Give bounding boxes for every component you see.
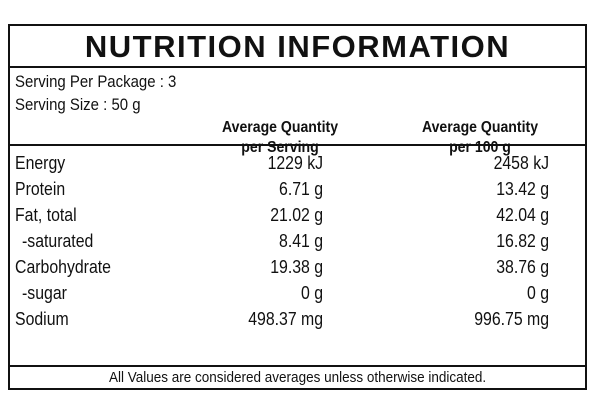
- per-100g-value: 16.82 g: [496, 231, 549, 251]
- nutrient-name: Energy: [15, 153, 66, 173]
- column-header-per-100g-line1: Average Quantity: [421, 119, 539, 136]
- per-100g-value: 2458 kJ: [493, 153, 549, 173]
- panel-title: NUTRITION INFORMATION: [10, 26, 585, 68]
- per-100g-value: 13.42 g: [496, 179, 549, 199]
- column-header-per-serving-line1: Average Quantity: [221, 119, 339, 136]
- serving-size: Serving Size : 50 g: [15, 95, 141, 114]
- nutrient-rows: Energy 1229 kJ 2458 kJ Protein 6.71 g 13…: [10, 146, 585, 367]
- per-100g-value: 42.04 g: [496, 205, 549, 225]
- column-header-per-100g: Average Quantity per 100 g: [401, 118, 559, 158]
- per-100g-value: 38.76 g: [496, 257, 549, 277]
- per-100g-value: 996.75 mg: [474, 309, 549, 329]
- nutrient-name: -saturated: [22, 231, 94, 251]
- per-serving-value: 1229 kJ: [267, 153, 323, 173]
- per-100g-value: 0 g: [526, 283, 549, 303]
- per-serving-value: 0 g: [300, 283, 323, 303]
- nutrient-name: Sodium: [15, 309, 69, 329]
- nutrient-name: Fat, total: [15, 205, 77, 225]
- nutrient-name: Protein: [15, 179, 66, 199]
- per-serving-value: 498.37 mg: [248, 309, 323, 329]
- nutrient-row-saturated: -saturated 8.41 g 16.82 g: [10, 228, 585, 254]
- nutrient-row-protein: Protein 6.71 g 13.42 g: [10, 176, 585, 202]
- per-serving-value: 19.38 g: [270, 257, 323, 277]
- column-header-per-serving: Average Quantity per Serving: [201, 118, 359, 158]
- nutrient-row-energy: Energy 1229 kJ 2458 kJ: [10, 150, 585, 176]
- servings-per-package: Serving Per Package : 3: [15, 72, 177, 91]
- per-serving-value: 21.02 g: [270, 205, 323, 225]
- column-header-per-serving-line2: per Serving: [241, 139, 319, 156]
- nutrient-row-carbohydrate: Carbohydrate 19.38 g 38.76 g: [10, 254, 585, 280]
- per-serving-value: 8.41 g: [278, 231, 323, 251]
- footnote: All Values are considered averages unles…: [10, 367, 585, 388]
- nutrition-panel: NUTRITION INFORMATION Serving Per Packag…: [8, 24, 587, 390]
- column-header-per-100g-line2: per 100 g: [449, 139, 511, 156]
- serving-section: Serving Per Package : 3 Serving Size : 5…: [10, 68, 585, 156]
- nutrient-row-fat-total: Fat, total 21.02 g 42.04 g: [10, 202, 585, 228]
- nutrient-row-sodium: Sodium 498.37 mg 996.75 mg: [10, 306, 585, 332]
- nutrient-name: Carbohydrate: [15, 257, 111, 277]
- nutrient-name: -sugar: [22, 283, 67, 303]
- footnote-text: All Values are considered averages unles…: [108, 369, 487, 386]
- per-serving-value: 6.71 g: [278, 179, 323, 199]
- nutrient-row-sugar: -sugar 0 g 0 g: [10, 280, 585, 306]
